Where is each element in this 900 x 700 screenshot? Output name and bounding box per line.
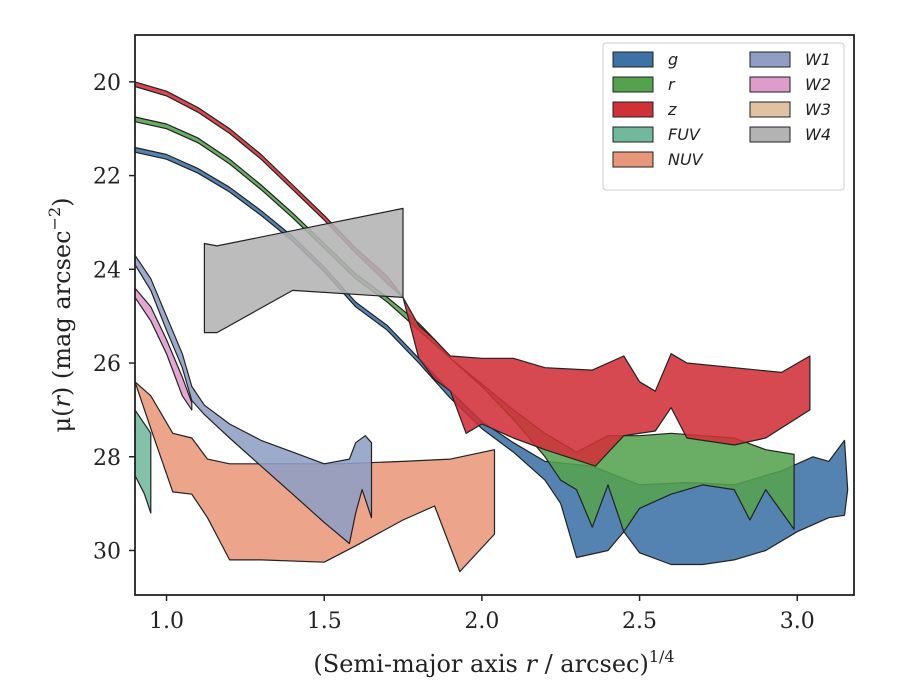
x-tick-label: 2.0 [464, 609, 499, 634]
legend-label-z: z [667, 100, 677, 119]
legend-label-fuv: FUV [668, 125, 701, 144]
band-g [134, 146, 849, 566]
y-axis-label-sup: −2 [45, 207, 64, 231]
x-axis-label-sup: 1/4 [649, 647, 675, 666]
x-axis-label: (Semi-major axis r / arcsec)1/4 [313, 647, 674, 678]
x-tick-label: 1.5 [307, 609, 342, 634]
y-axis-label-var: r [48, 395, 76, 408]
legend-swatch-w4 [749, 126, 791, 143]
legend-swatch-fuv [612, 126, 654, 143]
y-axis-label-end: ) [48, 197, 76, 206]
y-tick-label: 22 [93, 165, 121, 190]
legend-label-w3: W3 [805, 100, 831, 119]
plot-frame [134, 34, 855, 596]
legend-label-nuv: NUV [668, 150, 704, 169]
y-axis-label: μ(r) (mag arcsec−2) [45, 197, 76, 432]
band-w4 [203, 207, 404, 334]
bands-layer [134, 81, 849, 573]
legend-swatch-nuv [612, 151, 654, 168]
x-tick-label: 3.0 [780, 609, 815, 634]
x-axis-label-middle: / arcsec) [537, 650, 649, 678]
band-w1 [134, 254, 373, 545]
x-tick-label: 2.5 [622, 609, 657, 634]
y-tick-label: 26 [93, 352, 121, 377]
legend: grz FUV NUV W1 W2 W3 W4 [602, 42, 845, 191]
y-axis-label-middle: ) (mag arcsec [48, 230, 76, 396]
y-axis: 20 22 24 26 28 30 [93, 71, 135, 564]
legend-swatch-g [612, 51, 654, 68]
legend-label-w4: W4 [805, 125, 831, 144]
y-tick-label: 30 [93, 539, 121, 564]
y-tick-label: 20 [93, 71, 121, 96]
legend-swatch-z [612, 101, 654, 118]
band-w2 [134, 287, 193, 411]
legend-swatch-r [612, 76, 654, 93]
legend-label-g: g [668, 50, 678, 69]
legend-label-w1: W1 [805, 50, 831, 69]
x-axis-label-var: r [525, 650, 538, 678]
legend-swatch-w2 [749, 76, 791, 93]
x-tick-label: 1.0 [149, 609, 184, 634]
x-axis-label-prefix: (Semi-major axis [313, 650, 525, 678]
y-tick-label: 28 [93, 446, 121, 471]
legend-swatch-w3 [749, 101, 791, 118]
x-axis: 1.0 1.5 2.0 2.5 3.0 [149, 595, 815, 634]
legend-swatch-w1 [749, 51, 791, 68]
y-tick-label: 24 [93, 258, 121, 283]
legend-label-w2: W2 [805, 75, 831, 94]
y-axis-label-mu: μ( [48, 408, 76, 433]
legend-label-r: r [668, 75, 676, 94]
